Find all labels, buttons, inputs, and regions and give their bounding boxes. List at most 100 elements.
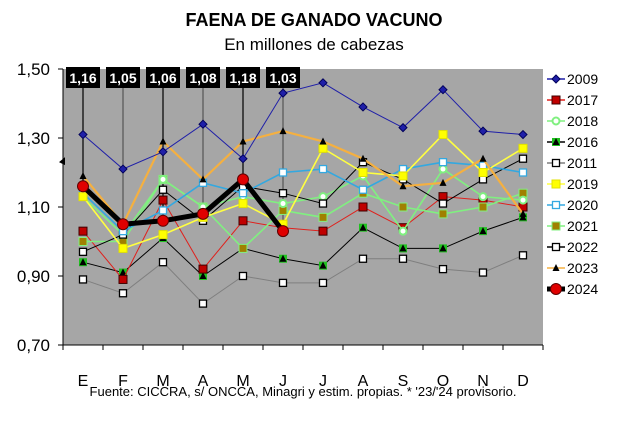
data-point — [551, 116, 561, 125]
data-point — [519, 209, 527, 217]
plot-area — [63, 69, 543, 345]
data-point — [158, 174, 168, 184]
data-point — [277, 225, 289, 238]
data-point — [358, 102, 368, 112]
data-point — [479, 154, 487, 162]
x-tick-label: M — [156, 373, 169, 390]
annotation-label: 1,16 — [69, 70, 96, 86]
data-point — [398, 254, 408, 263]
legend-label: 2017 — [567, 91, 599, 108]
annotation-box — [266, 67, 300, 88]
axis-marker-icon — [59, 157, 65, 166]
data-point — [278, 168, 288, 177]
data-point — [551, 73, 561, 84]
data-point — [518, 143, 528, 153]
series-line-2023 — [82, 129, 524, 227]
series-line-2011 — [82, 254, 524, 305]
data-point — [398, 226, 408, 236]
annotation-label: 1,08 — [189, 70, 216, 86]
x-tick-label: A — [198, 373, 209, 390]
legend-label: 2023 — [567, 259, 599, 276]
series-line-2009 — [82, 82, 524, 170]
x-tick-label: D — [517, 373, 529, 390]
legend-label: 2011 — [567, 154, 598, 171]
data-point — [551, 200, 561, 209]
y-tick-label: 1,10 — [17, 198, 50, 217]
data-point — [78, 275, 88, 284]
data-point — [237, 173, 249, 186]
data-point — [117, 218, 129, 231]
data-point — [438, 164, 448, 174]
annotation-box — [106, 67, 140, 88]
data-point — [518, 168, 528, 177]
data-point — [159, 137, 167, 145]
data-point — [238, 243, 248, 253]
data-point — [198, 264, 208, 274]
data-point — [118, 289, 128, 298]
legend-item-2021: 2021 — [546, 215, 598, 236]
series-2024 — [77, 173, 289, 238]
series-2011 — [78, 251, 528, 308]
data-point — [278, 199, 288, 209]
legend-item-2016: 2016 — [546, 131, 598, 152]
legend-swatch-icon — [547, 200, 565, 209]
data-point — [318, 164, 328, 174]
annotation-label: 1,18 — [229, 70, 256, 86]
data-point — [518, 154, 528, 163]
data-point — [439, 178, 447, 186]
x-tick-label: A — [358, 373, 369, 390]
legend-label: 2018 — [567, 112, 599, 129]
legend-swatch-icon — [547, 221, 565, 230]
legend-item-2020: 2020 — [546, 194, 598, 215]
legend-swatch-icon — [547, 282, 565, 295]
x-tick-label: J — [319, 373, 327, 390]
data-point — [79, 171, 87, 179]
data-point — [199, 272, 207, 279]
data-point — [197, 207, 209, 220]
chart-subtitle: En millones de cabezas — [224, 35, 404, 54]
data-point — [358, 168, 368, 177]
data-point — [551, 221, 561, 230]
x-tick-label: S — [398, 373, 409, 390]
data-point — [78, 129, 88, 140]
legend-label: 2020 — [567, 196, 599, 213]
data-point — [551, 179, 561, 188]
data-point — [318, 226, 328, 236]
annotation-box — [66, 67, 100, 88]
x-tick-label: F — [118, 373, 128, 390]
data-point — [318, 212, 328, 222]
legend-swatch-icon — [547, 137, 565, 146]
legend-item-2009: 2009 — [546, 68, 598, 89]
data-point — [318, 192, 328, 202]
data-point — [278, 189, 288, 198]
data-point — [359, 223, 367, 231]
legend-item-2023: 2023 — [546, 257, 598, 278]
series-2023 — [79, 127, 527, 228]
data-point — [78, 247, 88, 257]
data-point — [478, 192, 488, 202]
data-point — [551, 242, 561, 251]
data-point — [359, 154, 367, 162]
data-point — [319, 261, 327, 269]
legend-item-2022: 2022 — [546, 236, 598, 257]
legend-swatch-icon — [547, 158, 565, 167]
data-point — [279, 254, 287, 262]
data-point — [238, 189, 248, 198]
data-point — [550, 282, 562, 295]
data-point — [198, 119, 208, 129]
legend-label: 2016 — [567, 133, 599, 150]
legend-label: 2021 — [567, 217, 599, 234]
series-line-2018 — [82, 167, 524, 236]
data-point — [157, 214, 169, 227]
data-point — [239, 137, 247, 145]
annotation-label: 1,03 — [269, 70, 296, 86]
data-point — [478, 168, 488, 177]
data-point — [438, 209, 448, 219]
series-line-2016 — [82, 216, 524, 277]
data-point — [438, 157, 448, 167]
annotation-box — [146, 67, 180, 88]
legend-swatch-icon — [547, 116, 565, 125]
data-point — [551, 95, 561, 104]
data-point — [77, 180, 89, 193]
data-point — [438, 264, 448, 274]
